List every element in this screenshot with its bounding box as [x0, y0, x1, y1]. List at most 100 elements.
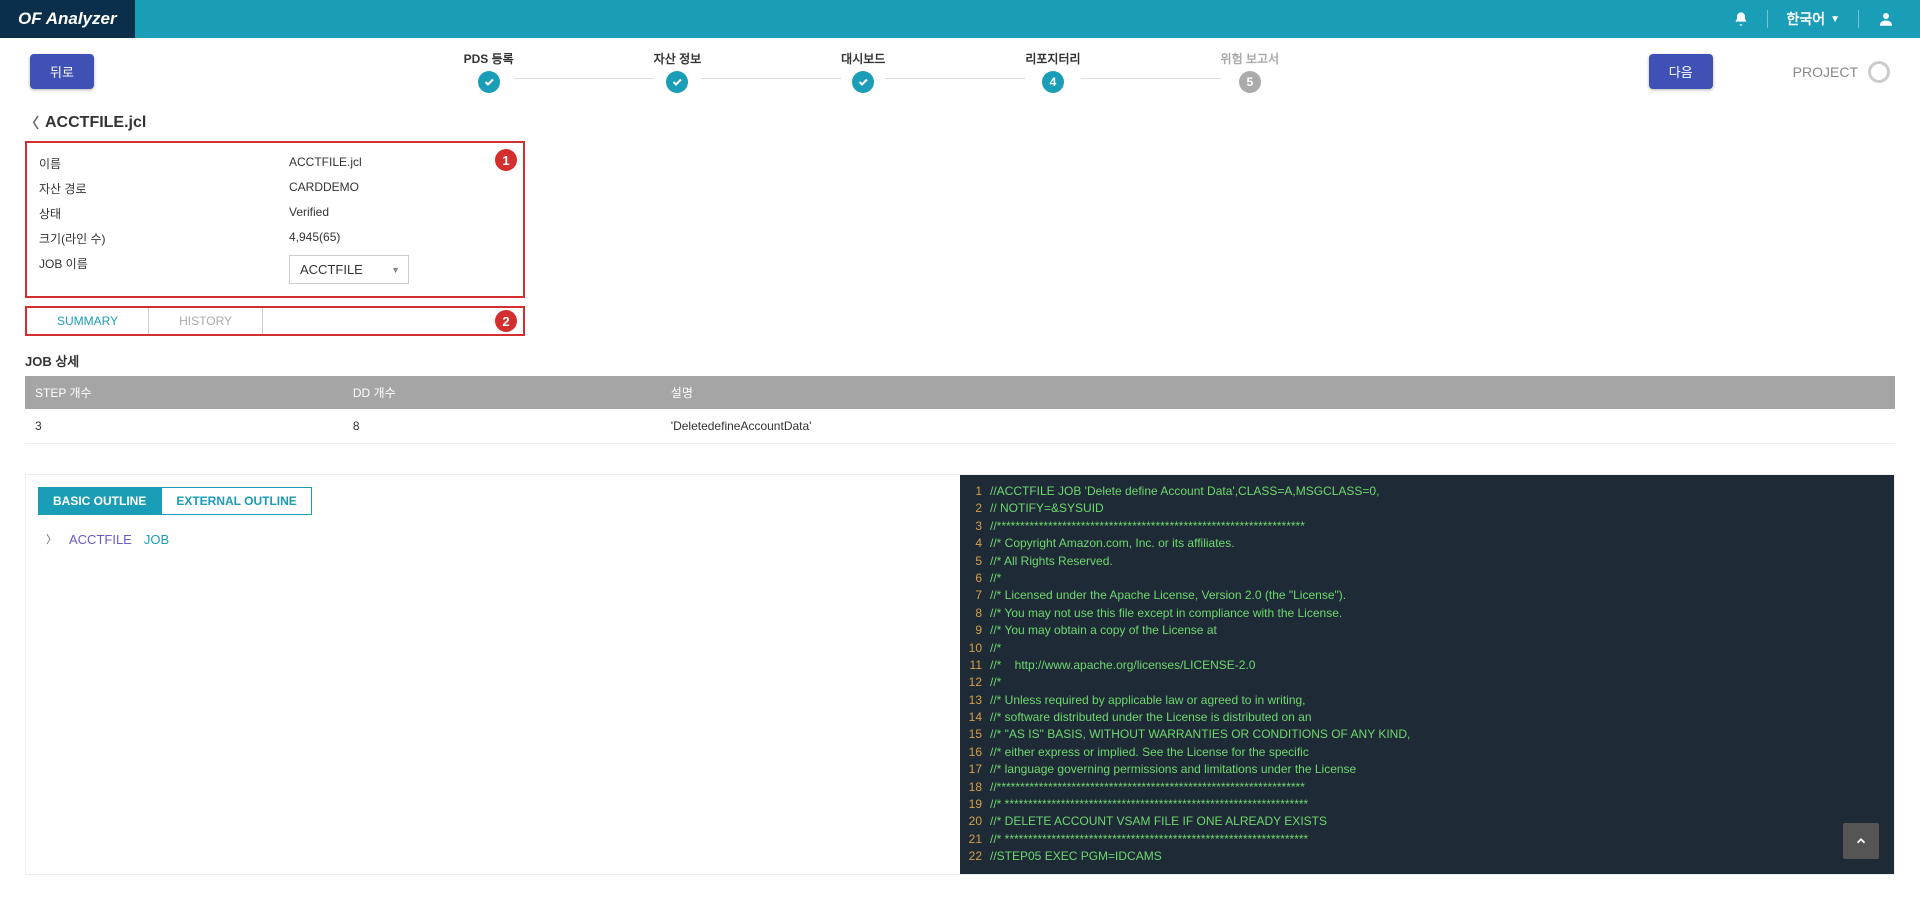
- line-number: 22: [960, 848, 990, 865]
- breadcrumb[interactable]: 〈 ACCTFILE.jcl: [25, 113, 1895, 133]
- code-text: //* either express or implied. See the L…: [990, 744, 1309, 761]
- code-text: //* DELETE ACCOUNT VSAM FILE IF ONE ALRE…: [990, 813, 1327, 830]
- line-number: 1: [960, 483, 990, 500]
- scroll-top-button[interactable]: [1843, 823, 1879, 859]
- line-number: 7: [960, 587, 990, 604]
- language-label: 한국어: [1786, 9, 1825, 29]
- info-label: JOB 이름: [39, 255, 289, 284]
- chevron-left-icon: 〈: [25, 113, 39, 133]
- line-number: 11: [960, 657, 990, 674]
- line-number: 10: [960, 640, 990, 657]
- app-header: OF Analyzer 한국어 ▼: [0, 0, 1920, 38]
- project-label: PROJECT: [1793, 64, 1858, 80]
- col-step: STEP 개수: [25, 376, 343, 409]
- code-text: //**************************************…: [990, 518, 1305, 535]
- code-text: //* You may obtain a copy of the License…: [990, 622, 1217, 639]
- code-text: //* ************************************…: [990, 831, 1308, 848]
- tab-summary[interactable]: SUMMARY: [27, 308, 149, 334]
- step-pds[interactable]: PDS 등록: [464, 50, 514, 93]
- line-number: 2: [960, 500, 990, 517]
- line-number: 18: [960, 779, 990, 796]
- step-connector: [1081, 78, 1221, 79]
- step-number: 4: [1042, 71, 1064, 93]
- code-viewer[interactable]: 1//ACCTFILE JOB 'Delete define Account D…: [960, 475, 1894, 874]
- code-text: //* Copyright Amazon.com, Inc. or its af…: [990, 535, 1235, 552]
- code-line: 15//* "AS IS" BASIS, WITHOUT WARRANTIES …: [960, 726, 1894, 743]
- tree-row[interactable]: 〉 ACCTFILE JOB: [38, 527, 948, 551]
- step-dashboard[interactable]: 대시보드: [841, 50, 885, 93]
- line-number: 17: [960, 761, 990, 778]
- code-text: //**************************************…: [990, 779, 1305, 796]
- check-icon: [478, 71, 500, 93]
- app-logo: OF Analyzer: [0, 0, 135, 38]
- col-desc: 설명: [661, 376, 1895, 409]
- language-selector[interactable]: 한국어 ▼: [1786, 9, 1840, 29]
- table-row[interactable]: 3 8 'DeletedefineAccountData': [25, 409, 1895, 444]
- code-text: //*: [990, 640, 1001, 657]
- code-text: //* Licensed under the Apache License, V…: [990, 587, 1346, 604]
- code-line: 18//************************************…: [960, 779, 1894, 796]
- line-number: 6: [960, 570, 990, 587]
- next-button[interactable]: 다음: [1649, 54, 1713, 89]
- line-number: 3: [960, 518, 990, 535]
- line-number: 8: [960, 605, 990, 622]
- code-line: 22//STEP05 EXEC PGM=IDCAMS: [960, 848, 1894, 865]
- info-row-name: 이름 ACCTFILE.jcl: [39, 151, 511, 176]
- step-asset[interactable]: 자산 정보: [654, 50, 702, 93]
- step-label: 위험 보고서: [1221, 50, 1280, 67]
- step-connector: [701, 78, 841, 79]
- tab-history[interactable]: HISTORY: [149, 308, 263, 334]
- step-label: PDS 등록: [464, 50, 514, 67]
- check-icon: [852, 71, 874, 93]
- user-icon[interactable]: [1877, 10, 1895, 28]
- code-text: //* "AS IS" BASIS, WITHOUT WARRANTIES OR…: [990, 726, 1410, 743]
- cell-dd: 8: [343, 409, 661, 444]
- code-line: 14//* software distributed under the Lic…: [960, 709, 1894, 726]
- outline-tabs: BASIC OUTLINE EXTERNAL OUTLINE: [38, 487, 948, 515]
- code-line: 9//* You may obtain a copy of the Licens…: [960, 622, 1894, 639]
- code-text: //* software distributed under the Licen…: [990, 709, 1312, 726]
- code-text: //ACCTFILE JOB 'Delete define Account Da…: [990, 483, 1379, 500]
- info-label: 자산 경로: [39, 180, 289, 197]
- line-number: 16: [960, 744, 990, 761]
- line-number: 19: [960, 796, 990, 813]
- code-text: //*: [990, 674, 1001, 691]
- info-value: Verified: [289, 205, 329, 222]
- cell-step: 3: [25, 409, 343, 444]
- job-detail-table: STEP 개수 DD 개수 설명 3 8 'DeletedefineAccoun…: [25, 376, 1895, 444]
- line-number: 12: [960, 674, 990, 691]
- code-line: 8//* You may not use this file except in…: [960, 605, 1894, 622]
- code-line: 10//*: [960, 640, 1894, 657]
- tab-basic-outline[interactable]: BASIC OUTLINE: [38, 487, 161, 515]
- step-connector: [885, 78, 1025, 79]
- line-number: 9: [960, 622, 990, 639]
- code-line: 6//*: [960, 570, 1894, 587]
- code-line: 2// NOTIFY=&SYSUID: [960, 500, 1894, 517]
- code-line: 20//* DELETE ACCOUNT VSAM FILE IF ONE AL…: [960, 813, 1894, 830]
- step-risk-report[interactable]: 위험 보고서 5: [1221, 50, 1280, 93]
- info-value: CARDDEMO: [289, 180, 359, 197]
- header-divider: [1858, 10, 1859, 28]
- code-text: //* http://www.apache.org/licenses/LICEN…: [990, 657, 1255, 674]
- code-text: //* All Rights Reserved.: [990, 553, 1113, 570]
- code-line: 19//* **********************************…: [960, 796, 1894, 813]
- job-name-select[interactable]: ACCTFILE: [289, 255, 409, 284]
- step-number: 5: [1239, 71, 1261, 93]
- tree-item-acctfile: ACCTFILE: [69, 532, 132, 547]
- line-number: 4: [960, 535, 990, 552]
- code-line: 17//* language governing permissions and…: [960, 761, 1894, 778]
- line-number: 14: [960, 709, 990, 726]
- code-text: // NOTIFY=&SYSUID: [990, 500, 1104, 517]
- outline-panel: BASIC OUTLINE EXTERNAL OUTLINE 〉 ACCTFIL…: [26, 475, 960, 874]
- back-button[interactable]: 뒤로: [30, 54, 94, 89]
- tab-external-outline[interactable]: EXTERNAL OUTLINE: [161, 487, 311, 515]
- main-content: 〈 ACCTFILE.jcl 1 이름 ACCTFILE.jcl 자산 경로 C…: [0, 103, 1920, 895]
- code-line: 5//* All Rights Reserved.: [960, 553, 1894, 570]
- line-number: 13: [960, 692, 990, 709]
- info-label: 이름: [39, 155, 289, 172]
- bell-icon[interactable]: [1733, 11, 1749, 27]
- code-text: //* language governing permissions and l…: [990, 761, 1356, 778]
- line-number: 20: [960, 813, 990, 830]
- step-repository[interactable]: 리포지터리 4: [1025, 50, 1080, 93]
- callout-badge-1: 1: [495, 149, 517, 171]
